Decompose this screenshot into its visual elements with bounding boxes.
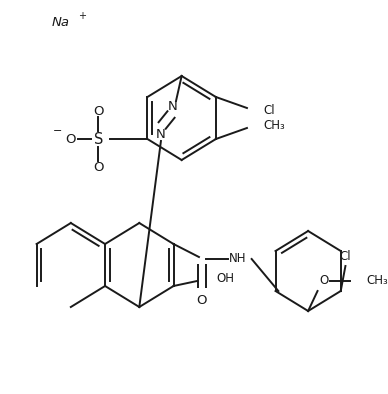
Text: +: + <box>78 11 86 21</box>
Text: Cl: Cl <box>340 249 351 262</box>
Text: CH₃: CH₃ <box>263 119 285 132</box>
Text: N: N <box>156 128 166 141</box>
Text: N: N <box>167 100 177 113</box>
Text: Na: Na <box>52 15 70 28</box>
Text: O: O <box>93 104 104 117</box>
Text: NH: NH <box>229 253 246 266</box>
Text: Cl: Cl <box>263 104 275 117</box>
Text: O: O <box>196 294 207 307</box>
Text: S: S <box>94 132 103 147</box>
Text: CH₃: CH₃ <box>367 275 388 288</box>
Text: OH: OH <box>217 273 235 286</box>
Text: O: O <box>319 275 329 288</box>
Text: O: O <box>93 160 104 173</box>
Text: O: O <box>65 132 76 145</box>
Text: −: − <box>53 126 63 136</box>
